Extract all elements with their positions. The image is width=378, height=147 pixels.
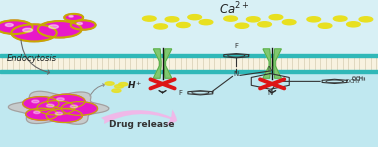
Circle shape [32, 100, 39, 103]
Bar [0, 70, 378, 73]
Circle shape [235, 23, 249, 28]
Circle shape [69, 16, 73, 17]
Text: N: N [268, 90, 273, 96]
Circle shape [71, 20, 96, 30]
Circle shape [23, 97, 59, 110]
Text: Drug release: Drug release [109, 120, 175, 129]
Circle shape [46, 104, 54, 107]
Polygon shape [164, 49, 172, 78]
Bar [0, 62, 378, 147]
Circle shape [61, 102, 98, 115]
Text: F: F [234, 43, 238, 49]
Circle shape [143, 16, 156, 21]
Circle shape [119, 82, 128, 86]
Text: OCH$_3$: OCH$_3$ [351, 74, 367, 83]
Circle shape [64, 14, 83, 21]
Circle shape [57, 98, 64, 101]
Circle shape [38, 21, 82, 38]
Circle shape [26, 108, 57, 120]
Text: N: N [268, 66, 273, 72]
Circle shape [5, 24, 13, 26]
Text: OCH$_3$: OCH$_3$ [351, 75, 367, 84]
Circle shape [359, 17, 373, 22]
Circle shape [34, 111, 40, 114]
Polygon shape [263, 49, 271, 78]
Circle shape [77, 22, 82, 25]
Bar [0, 55, 378, 72]
Circle shape [46, 109, 82, 122]
Circle shape [115, 85, 124, 88]
Circle shape [188, 15, 201, 20]
Circle shape [307, 17, 321, 22]
Circle shape [105, 82, 114, 85]
Circle shape [199, 20, 213, 25]
Circle shape [47, 94, 85, 108]
Polygon shape [274, 49, 281, 78]
Circle shape [224, 16, 237, 21]
Polygon shape [8, 91, 109, 124]
Circle shape [282, 20, 296, 25]
Circle shape [258, 22, 271, 27]
Circle shape [49, 25, 59, 29]
Polygon shape [153, 49, 161, 78]
Bar [0, 55, 378, 57]
Circle shape [70, 105, 77, 108]
Circle shape [318, 23, 332, 28]
Circle shape [37, 101, 75, 115]
Circle shape [269, 15, 283, 20]
Circle shape [0, 20, 33, 34]
Circle shape [165, 17, 179, 22]
Text: Endocytosis: Endocytosis [7, 54, 57, 63]
Circle shape [333, 16, 347, 21]
Text: OCH$_3$: OCH$_3$ [345, 77, 361, 86]
Circle shape [246, 17, 260, 22]
Text: F: F [178, 90, 182, 96]
Circle shape [154, 24, 167, 29]
Circle shape [347, 22, 360, 27]
Text: N: N [234, 71, 239, 77]
Text: Ca$^{2+}$: Ca$^{2+}$ [219, 1, 249, 18]
Circle shape [23, 28, 33, 32]
Circle shape [112, 89, 121, 92]
Circle shape [11, 24, 57, 41]
Circle shape [55, 112, 62, 115]
Circle shape [177, 22, 190, 28]
Text: H$^+$: H$^+$ [127, 79, 142, 91]
